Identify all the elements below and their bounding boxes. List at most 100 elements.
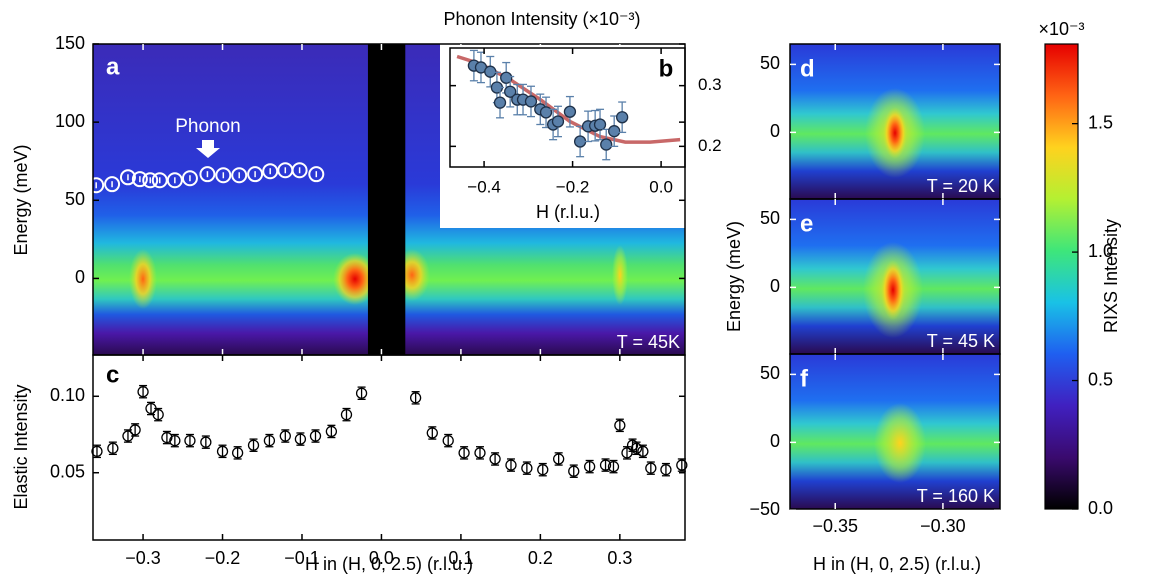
- x-tick-label: −0.2: [205, 548, 241, 568]
- x-tick-label: −0.30: [920, 516, 966, 536]
- temperature-label: T = 20 K: [927, 176, 995, 196]
- masked-region: [367, 44, 406, 355]
- colorbar-unit: ×10⁻³: [1038, 19, 1084, 39]
- x-tick-label: −0.4: [467, 177, 501, 196]
- temperature-label: T = 45 K: [927, 331, 995, 351]
- y-axis-title: Energy (meV): [11, 144, 31, 255]
- elastic-point: [489, 453, 501, 465]
- elastic-point: [279, 430, 291, 442]
- x-axis-title: H in (H, 0, 2.5) (r.l.u.): [305, 554, 473, 574]
- elastic-point: [409, 392, 422, 404]
- colorbar-tick-label: 1.0: [1088, 241, 1113, 261]
- elastic-point: [426, 427, 438, 439]
- arrow: [196, 140, 220, 158]
- y-tick-label: 0: [770, 121, 780, 141]
- phonon-intensity-point: [504, 85, 517, 98]
- y-tick-label: 0.3: [698, 75, 722, 94]
- elastic-point: [583, 460, 596, 473]
- y-tick-label: 150: [55, 33, 85, 53]
- panel-letter: a: [106, 53, 120, 80]
- elastic-point: [107, 442, 119, 454]
- elastic-point: [505, 459, 517, 471]
- phonon-point: [231, 167, 248, 184]
- phonon-point: [104, 176, 121, 193]
- elastic-point: [614, 419, 626, 431]
- phonon-intensity-point: [593, 118, 607, 131]
- colorbar: [1044, 43, 1079, 510]
- phonon-intensity-point: [573, 135, 587, 148]
- y-axis-title: Elastic Intensity: [11, 384, 31, 509]
- x-tick-label: 0.3: [607, 548, 632, 568]
- phonon-point: [199, 166, 216, 183]
- phonon-point: [142, 172, 159, 189]
- y-tick-label: 0.05: [50, 461, 85, 481]
- annotation: Phonon: [175, 116, 241, 137]
- colorbar-tick-label: 1.5: [1088, 112, 1113, 132]
- phonon-point: [131, 171, 148, 188]
- elastic-point: [645, 462, 657, 474]
- phonon-point: [291, 162, 308, 179]
- elastic-point: [184, 434, 196, 447]
- y-tick-label: −50: [749, 499, 780, 519]
- inset-background: [440, 44, 690, 228]
- elastic-point: [200, 436, 212, 448]
- y-tick-label: 50: [760, 208, 780, 228]
- phonon-point: [247, 166, 264, 183]
- elastic-point: [247, 439, 260, 451]
- elastic-point: [152, 408, 164, 421]
- y-tick-label: 0: [770, 431, 780, 451]
- elastic-point: [599, 459, 612, 471]
- panel-letter: c: [106, 361, 119, 388]
- temperature-label: T = 160 K: [917, 486, 995, 506]
- colorbar-tick-label: 0.5: [1088, 369, 1113, 389]
- panel-letter: f: [800, 365, 809, 392]
- elastic-point: [325, 425, 338, 438]
- y-axis-title: Energy (meV): [724, 221, 744, 332]
- plot-frame: [789, 353, 1001, 510]
- x-tick-label: 0.2: [528, 548, 553, 568]
- elastic-point: [231, 447, 244, 459]
- phonon-intensity-point: [500, 71, 513, 84]
- phonon-point: [151, 172, 168, 189]
- phonon-intensity-point: [616, 111, 629, 124]
- x-tick-label: −0.35: [812, 516, 858, 536]
- y-tick-label: 0: [75, 267, 85, 287]
- colorbar-title: RIXS Intensity: [1101, 219, 1121, 333]
- elastic-point: [537, 464, 549, 476]
- x-axis-title: H in (H, 0, 2.5) (r.l.u.): [813, 554, 981, 574]
- phonon-point: [215, 167, 232, 184]
- phonon-intensity-point: [539, 106, 553, 119]
- elastic-point: [660, 464, 672, 476]
- phonon-intensity-point: [608, 125, 621, 138]
- phonon-intensity-point: [524, 95, 538, 108]
- y-tick-label: 50: [760, 363, 780, 383]
- phonon-point: [88, 177, 105, 194]
- elastic-point: [621, 447, 633, 459]
- y-tick-label: 50: [760, 53, 780, 73]
- elastic-point: [637, 445, 649, 457]
- phonon-point: [166, 172, 183, 189]
- x-tick-label: −0.3: [125, 548, 161, 568]
- elastic-point: [340, 408, 353, 421]
- phonon-point: [308, 166, 325, 183]
- elastic-point: [474, 447, 486, 459]
- x-tick-label: 0.0: [649, 177, 673, 196]
- elastic-point: [568, 465, 580, 477]
- inset-title: Phonon Intensity (×10⁻³): [443, 9, 640, 29]
- phonon-intensity-point: [600, 138, 613, 151]
- x-tick-label: −0.2: [556, 177, 590, 196]
- x-tick-label: 0.1: [448, 548, 473, 568]
- x-tick-label: 0.0: [369, 548, 394, 568]
- elastic-point: [630, 442, 643, 454]
- elastic-point: [169, 434, 181, 447]
- x-axis-title: H (r.l.u.): [536, 202, 600, 222]
- elastic-point: [355, 387, 368, 399]
- panel-letter: d: [800, 55, 815, 82]
- phonon-intensity-point: [493, 96, 507, 109]
- phonon-point: [181, 170, 198, 187]
- elastic-point: [676, 459, 688, 471]
- elastic-point: [129, 424, 141, 436]
- elastic-point: [309, 430, 322, 442]
- y-tick-label: 0: [770, 276, 780, 296]
